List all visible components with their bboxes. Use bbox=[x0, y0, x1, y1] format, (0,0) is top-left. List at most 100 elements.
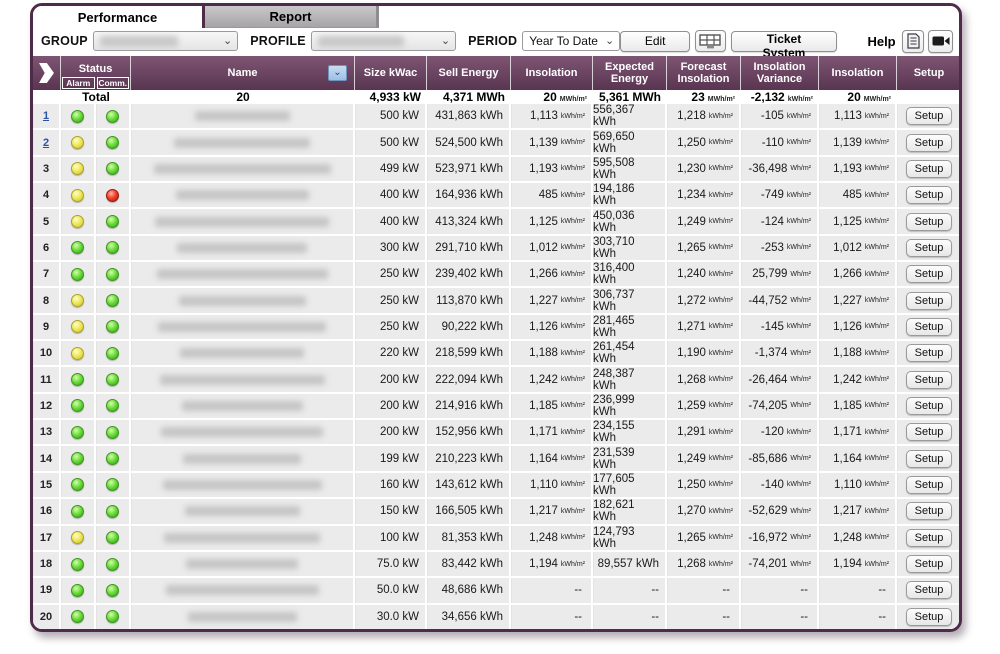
expected-energy-cell: 89,557 kWh bbox=[593, 551, 667, 577]
setup-button[interactable]: Setup bbox=[905, 370, 953, 389]
name-sort-button[interactable]: ⌄ bbox=[328, 65, 347, 81]
row-number-link[interactable]: 8 bbox=[42, 294, 50, 307]
row-number-link[interactable]: 6 bbox=[42, 241, 50, 254]
row-number-link[interactable]: 13 bbox=[39, 426, 53, 439]
site-name-cell[interactable] bbox=[131, 604, 355, 629]
tab-performance[interactable]: Performance bbox=[33, 6, 205, 28]
row-number-link[interactable]: 3 bbox=[42, 162, 50, 175]
help-document-button[interactable] bbox=[901, 29, 925, 53]
comm-led bbox=[106, 241, 119, 255]
site-name-cell[interactable] bbox=[131, 525, 355, 550]
setup-button[interactable]: Setup bbox=[905, 344, 953, 363]
row-number-link[interactable]: 15 bbox=[39, 478, 53, 491]
row-number-link[interactable]: 18 bbox=[39, 558, 53, 571]
site-name-cell[interactable] bbox=[131, 262, 355, 287]
comm-status-cell bbox=[96, 156, 131, 182]
setup-button[interactable]: Setup bbox=[905, 555, 953, 574]
row-number-link[interactable]: 19 bbox=[39, 584, 53, 597]
site-name-cell[interactable] bbox=[131, 341, 355, 366]
profile-select[interactable]: ⌄ bbox=[310, 31, 457, 51]
setup-button[interactable]: Setup bbox=[905, 107, 953, 126]
setup-button[interactable]: Setup bbox=[905, 502, 953, 521]
table-row: 9 250 kW 90,222 kWh 1,126 kWh/m² 281,465 … bbox=[33, 314, 959, 342]
site-name-cell[interactable] bbox=[131, 156, 355, 182]
size-cell: 250 kW bbox=[355, 262, 427, 287]
site-name-cell[interactable] bbox=[131, 288, 355, 313]
alarm-led bbox=[71, 136, 84, 150]
size-cell: 500 kW bbox=[355, 130, 427, 155]
site-name-cell[interactable] bbox=[131, 446, 355, 471]
setup-button[interactable]: Setup bbox=[905, 317, 953, 336]
setup-button[interactable]: Setup bbox=[905, 581, 953, 600]
setup-cell: Setup bbox=[897, 235, 959, 261]
site-name-cell[interactable] bbox=[131, 314, 355, 340]
site-name-cell[interactable] bbox=[131, 420, 355, 445]
expected-energy-cell: 595,508 kWh bbox=[593, 156, 667, 182]
tab-report[interactable]: Report bbox=[205, 6, 379, 28]
row-number-link[interactable]: 17 bbox=[39, 531, 53, 544]
redacted-name bbox=[174, 137, 310, 148]
expected-energy-cell: 234,155 kWh bbox=[593, 420, 667, 445]
insolation-variance-cell: -145 kWh/m² bbox=[741, 314, 819, 340]
site-name-cell[interactable] bbox=[131, 209, 355, 234]
setup-button[interactable]: Setup bbox=[905, 475, 953, 494]
row-number-link[interactable]: 2 bbox=[42, 136, 50, 149]
comm-led bbox=[106, 320, 119, 334]
row-number-link[interactable]: 14 bbox=[39, 452, 53, 465]
insolation-cell: 1,125 kWh/m² bbox=[511, 209, 593, 234]
size-cell: 199 kW bbox=[355, 446, 427, 471]
site-name-cell[interactable] bbox=[131, 393, 355, 419]
setup-button[interactable]: Setup bbox=[905, 186, 953, 205]
forecast-insolation-cell: 1,230 kWh/m² bbox=[667, 156, 741, 182]
site-name-cell[interactable] bbox=[131, 367, 355, 392]
insolation-variance-cell: -105 kWh/m² bbox=[741, 104, 819, 129]
site-name-cell[interactable] bbox=[131, 578, 355, 603]
row-number-cell: 10 bbox=[33, 341, 61, 366]
site-name-cell[interactable] bbox=[131, 551, 355, 577]
row-number-link[interactable]: 9 bbox=[42, 320, 50, 333]
insolation-2-cell: -- bbox=[819, 578, 897, 603]
setup-button[interactable]: Setup bbox=[905, 449, 953, 468]
site-name-cell[interactable] bbox=[131, 472, 355, 498]
site-name-cell[interactable] bbox=[131, 499, 355, 524]
row-number-link[interactable]: 20 bbox=[39, 610, 53, 623]
period-select[interactable]: Year To Date ⌄ bbox=[522, 31, 621, 51]
setup-button[interactable]: Setup bbox=[905, 607, 953, 626]
table-row: 15 160 kW 143,612 kWh 1,110 kWh/m² 177,60… bbox=[33, 472, 959, 500]
expected-energy-cell: 182,621 kWh bbox=[593, 499, 667, 524]
setup-cell: Setup bbox=[897, 499, 959, 524]
comm-status-cell bbox=[96, 551, 131, 577]
alarm-led bbox=[71, 267, 84, 281]
setup-button[interactable]: Setup bbox=[905, 265, 953, 284]
setup-button[interactable]: Setup bbox=[905, 159, 953, 178]
help-video-button[interactable] bbox=[928, 29, 953, 53]
row-number-link[interactable]: 7 bbox=[42, 268, 50, 281]
setup-button[interactable]: Setup bbox=[905, 528, 953, 547]
expand-arrow-cell[interactable] bbox=[33, 56, 61, 90]
edit-button[interactable]: Edit bbox=[620, 30, 691, 52]
ticket-system-button[interactable]: Ticket System bbox=[730, 30, 838, 60]
setup-button[interactable]: Setup bbox=[905, 291, 953, 310]
setup-button[interactable]: Setup bbox=[905, 212, 953, 231]
site-name-cell[interactable] bbox=[131, 183, 355, 208]
row-number-link[interactable]: 10 bbox=[39, 347, 53, 360]
row-number-link[interactable]: 4 bbox=[42, 189, 50, 202]
site-name-cell[interactable] bbox=[131, 235, 355, 261]
group-select[interactable]: ⌄ bbox=[92, 31, 239, 51]
row-number-link[interactable]: 5 bbox=[42, 215, 50, 228]
insolation-cell: 1,171 kWh/m² bbox=[511, 420, 593, 445]
site-name-cell[interactable] bbox=[131, 130, 355, 155]
table-layout-button[interactable] bbox=[694, 30, 727, 52]
alarm-led bbox=[71, 504, 84, 518]
row-number-link[interactable]: 1 bbox=[42, 110, 50, 123]
setup-button[interactable]: Setup bbox=[905, 133, 953, 152]
row-number-cell: 3 bbox=[33, 156, 61, 182]
row-number-link[interactable]: 11 bbox=[40, 373, 52, 386]
setup-button[interactable]: Setup bbox=[905, 396, 953, 415]
setup-button[interactable]: Setup bbox=[905, 423, 953, 442]
comm-led bbox=[106, 452, 119, 466]
row-number-link[interactable]: 12 bbox=[39, 399, 53, 412]
site-name-cell[interactable] bbox=[131, 104, 355, 129]
setup-button[interactable]: Setup bbox=[905, 238, 953, 257]
row-number-link[interactable]: 16 bbox=[39, 505, 53, 518]
